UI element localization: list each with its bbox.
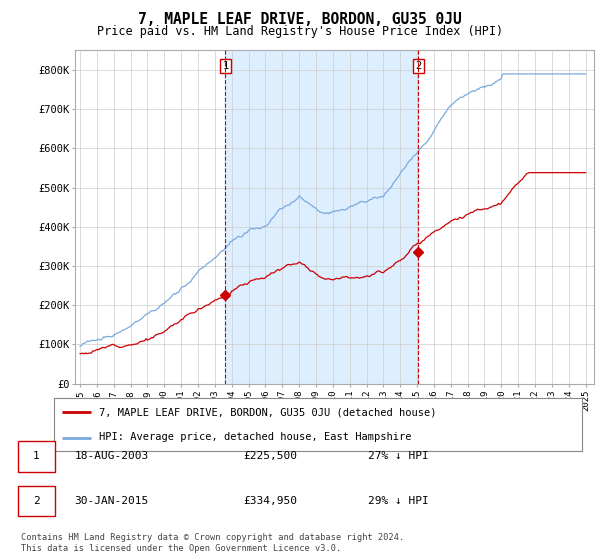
Text: 2: 2: [415, 61, 422, 71]
Text: 2: 2: [32, 496, 40, 506]
Text: HPI: Average price, detached house, East Hampshire: HPI: Average price, detached house, East…: [99, 432, 412, 442]
Text: 7, MAPLE LEAF DRIVE, BORDON, GU35 0JU: 7, MAPLE LEAF DRIVE, BORDON, GU35 0JU: [138, 12, 462, 27]
Text: 7, MAPLE LEAF DRIVE, BORDON, GU35 0JU (detached house): 7, MAPLE LEAF DRIVE, BORDON, GU35 0JU (d…: [99, 408, 436, 418]
Text: Price paid vs. HM Land Registry's House Price Index (HPI): Price paid vs. HM Land Registry's House …: [97, 25, 503, 38]
Text: 30-JAN-2015: 30-JAN-2015: [74, 496, 149, 506]
Text: 29% ↓ HPI: 29% ↓ HPI: [368, 496, 428, 506]
Text: Contains HM Land Registry data © Crown copyright and database right 2024.
This d: Contains HM Land Registry data © Crown c…: [21, 533, 404, 553]
Text: 18-AUG-2003: 18-AUG-2003: [74, 451, 149, 461]
Text: 1: 1: [32, 451, 40, 461]
FancyBboxPatch shape: [18, 486, 55, 516]
Text: £334,950: £334,950: [244, 496, 298, 506]
FancyBboxPatch shape: [18, 441, 55, 472]
Bar: [226, 50, 418, 384]
Text: 1: 1: [223, 61, 229, 71]
Text: 27% ↓ HPI: 27% ↓ HPI: [368, 451, 428, 461]
Text: £225,500: £225,500: [244, 451, 298, 461]
